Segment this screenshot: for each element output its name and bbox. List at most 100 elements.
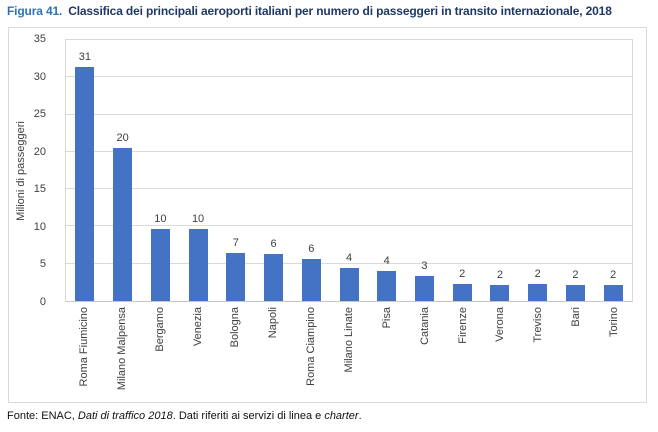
bar-slot: 7 [217, 40, 255, 301]
bar-slot: 10 [141, 40, 179, 301]
bar-slot: 6 [255, 40, 293, 301]
gridline [66, 76, 632, 78]
x-tick-cell: Bologna [216, 307, 254, 399]
bar [414, 275, 434, 301]
x-tick-cell: Napoli [254, 307, 292, 399]
source-note: Fonte: ENAC, Dati di traffico 2018. Dati… [7, 410, 362, 422]
bar [377, 271, 397, 301]
source-note-segment: Fonte: ENAC, [7, 410, 78, 422]
bar-value-label: 10 [191, 212, 205, 225]
bar-value-label: 6 [308, 243, 315, 256]
bar-slot: 10 [179, 40, 217, 301]
source-note-segment: . [358, 410, 362, 422]
x-tick-cell: Milano Malpensa [103, 307, 141, 399]
source-note-segment: . Dati riferiti ai servizi di linea e [172, 410, 325, 422]
x-tick-label: Roma Fiumicino [77, 307, 90, 387]
bar-value-label: 4 [345, 252, 353, 265]
x-tick-label: Bologna [229, 307, 242, 348]
y-tick-label: 35 [33, 33, 46, 45]
x-tick-cell: Roma Ciampino [292, 307, 330, 399]
bar-slot: 2 [557, 40, 595, 301]
bar-slot: 31 [66, 40, 104, 301]
x-tick-label: Napoli [267, 307, 280, 339]
bar-slot: 4 [330, 40, 368, 301]
x-tick-cell: Bergamo [141, 307, 179, 399]
x-tick-label: Bergamo [153, 307, 166, 352]
x-tick-cell: Catania [406, 307, 444, 399]
bar-slot: 4 [368, 40, 406, 301]
gridline [66, 188, 632, 190]
source-note-italic-segment: Dati di traffico 2018 [77, 410, 173, 422]
x-axis-labels: Roma Fiumicino Milano Malpensa Bergamo Vene… [65, 307, 633, 399]
x-tick-cell: Bari [557, 307, 595, 399]
x-tick-label: Treviso [532, 307, 545, 343]
bar-value-label: 6 [270, 238, 277, 251]
bar-slot: 2 [443, 40, 481, 301]
bar-value-label: 4 [383, 255, 390, 268]
source-note-italic-segment: charter [324, 410, 359, 422]
gridline [66, 113, 632, 115]
bar-value-label: 3 [421, 259, 428, 272]
bar-slot: 20 [104, 40, 142, 301]
x-tick-label: Pisa [380, 307, 393, 329]
x-tick-label: Roma Ciampino [305, 307, 318, 386]
gridline [66, 262, 632, 264]
bar-slot: 2 [519, 40, 557, 301]
bar [188, 228, 208, 301]
bar [339, 268, 359, 301]
x-tick-cell: Pisa [368, 307, 406, 399]
x-tick-label: Milano Malpensa [115, 307, 128, 391]
x-tick-label: Bari [570, 307, 583, 327]
x-tick-label: Verona [494, 307, 507, 342]
figure-title: Classifica dei principali aeroporti ital… [68, 4, 612, 18]
bar-value-label: 20 [116, 132, 129, 145]
x-tick-label: Firenze [456, 307, 469, 344]
y-tick-label: 0 [39, 296, 46, 308]
y-tick-label: 5 [39, 258, 46, 271]
y-tick-label: 30 [33, 70, 46, 83]
plot-area: 31 20 10 10 7 6 6 4 4 3 2 2 2 2 2 [65, 39, 633, 302]
x-tick-cell: Firenze [444, 307, 482, 399]
y-tick-label: 10 [33, 220, 46, 233]
bar-slot: 6 [292, 40, 330, 301]
bar [75, 66, 95, 301]
x-tick-cell: Verona [481, 307, 519, 399]
x-tick-cell: Roma Fiumicino [65, 307, 103, 399]
bar-value-label: 2 [534, 267, 541, 280]
x-tick-cell: Venezia [179, 307, 217, 399]
bar [565, 284, 585, 301]
y-tick-label: 20 [33, 145, 46, 158]
bar-value-label: 2 [496, 268, 503, 281]
x-tick-label: Torino [607, 307, 620, 337]
bar-value-label: 2 [572, 268, 579, 281]
bar [490, 284, 510, 301]
bar [301, 259, 321, 301]
bar-series: 31 20 10 10 7 6 6 4 4 3 2 2 2 2 2 [66, 40, 632, 301]
bar [113, 148, 133, 301]
gridline [66, 150, 632, 152]
bar [528, 283, 548, 301]
y-tick-label: 25 [33, 108, 46, 121]
bar-value-label: 31 [78, 50, 91, 63]
bar [452, 283, 472, 301]
bar-chart: Milioni di passeggeri 0 5 10 15 20 25 30 35 31 2… [8, 27, 647, 403]
y-axis-title: Milioni di passeggeri [15, 121, 27, 221]
y-tick-label: 15 [33, 183, 46, 196]
figure-number: Figura 41. [7, 4, 63, 18]
x-tick-label: Catania [418, 307, 431, 345]
bar-value-label: 7 [232, 236, 239, 249]
bar [226, 252, 246, 301]
bar [264, 254, 284, 301]
x-tick-label: Milano Linate [342, 307, 355, 373]
x-tick-cell: Torino [595, 307, 633, 399]
gridline [66, 225, 632, 227]
bar [150, 228, 170, 301]
figure-caption: Figura 41. Classifica dei principali aero… [7, 4, 612, 18]
bar-value-label: 10 [154, 212, 167, 225]
bar-slot: 3 [406, 40, 444, 301]
x-tick-cell: Treviso [519, 307, 557, 399]
x-tick-label: Venezia [191, 307, 204, 347]
bar-slot: 2 [594, 40, 632, 301]
x-tick-cell: Milano Linate [330, 307, 368, 399]
bar-slot: 2 [481, 40, 519, 301]
